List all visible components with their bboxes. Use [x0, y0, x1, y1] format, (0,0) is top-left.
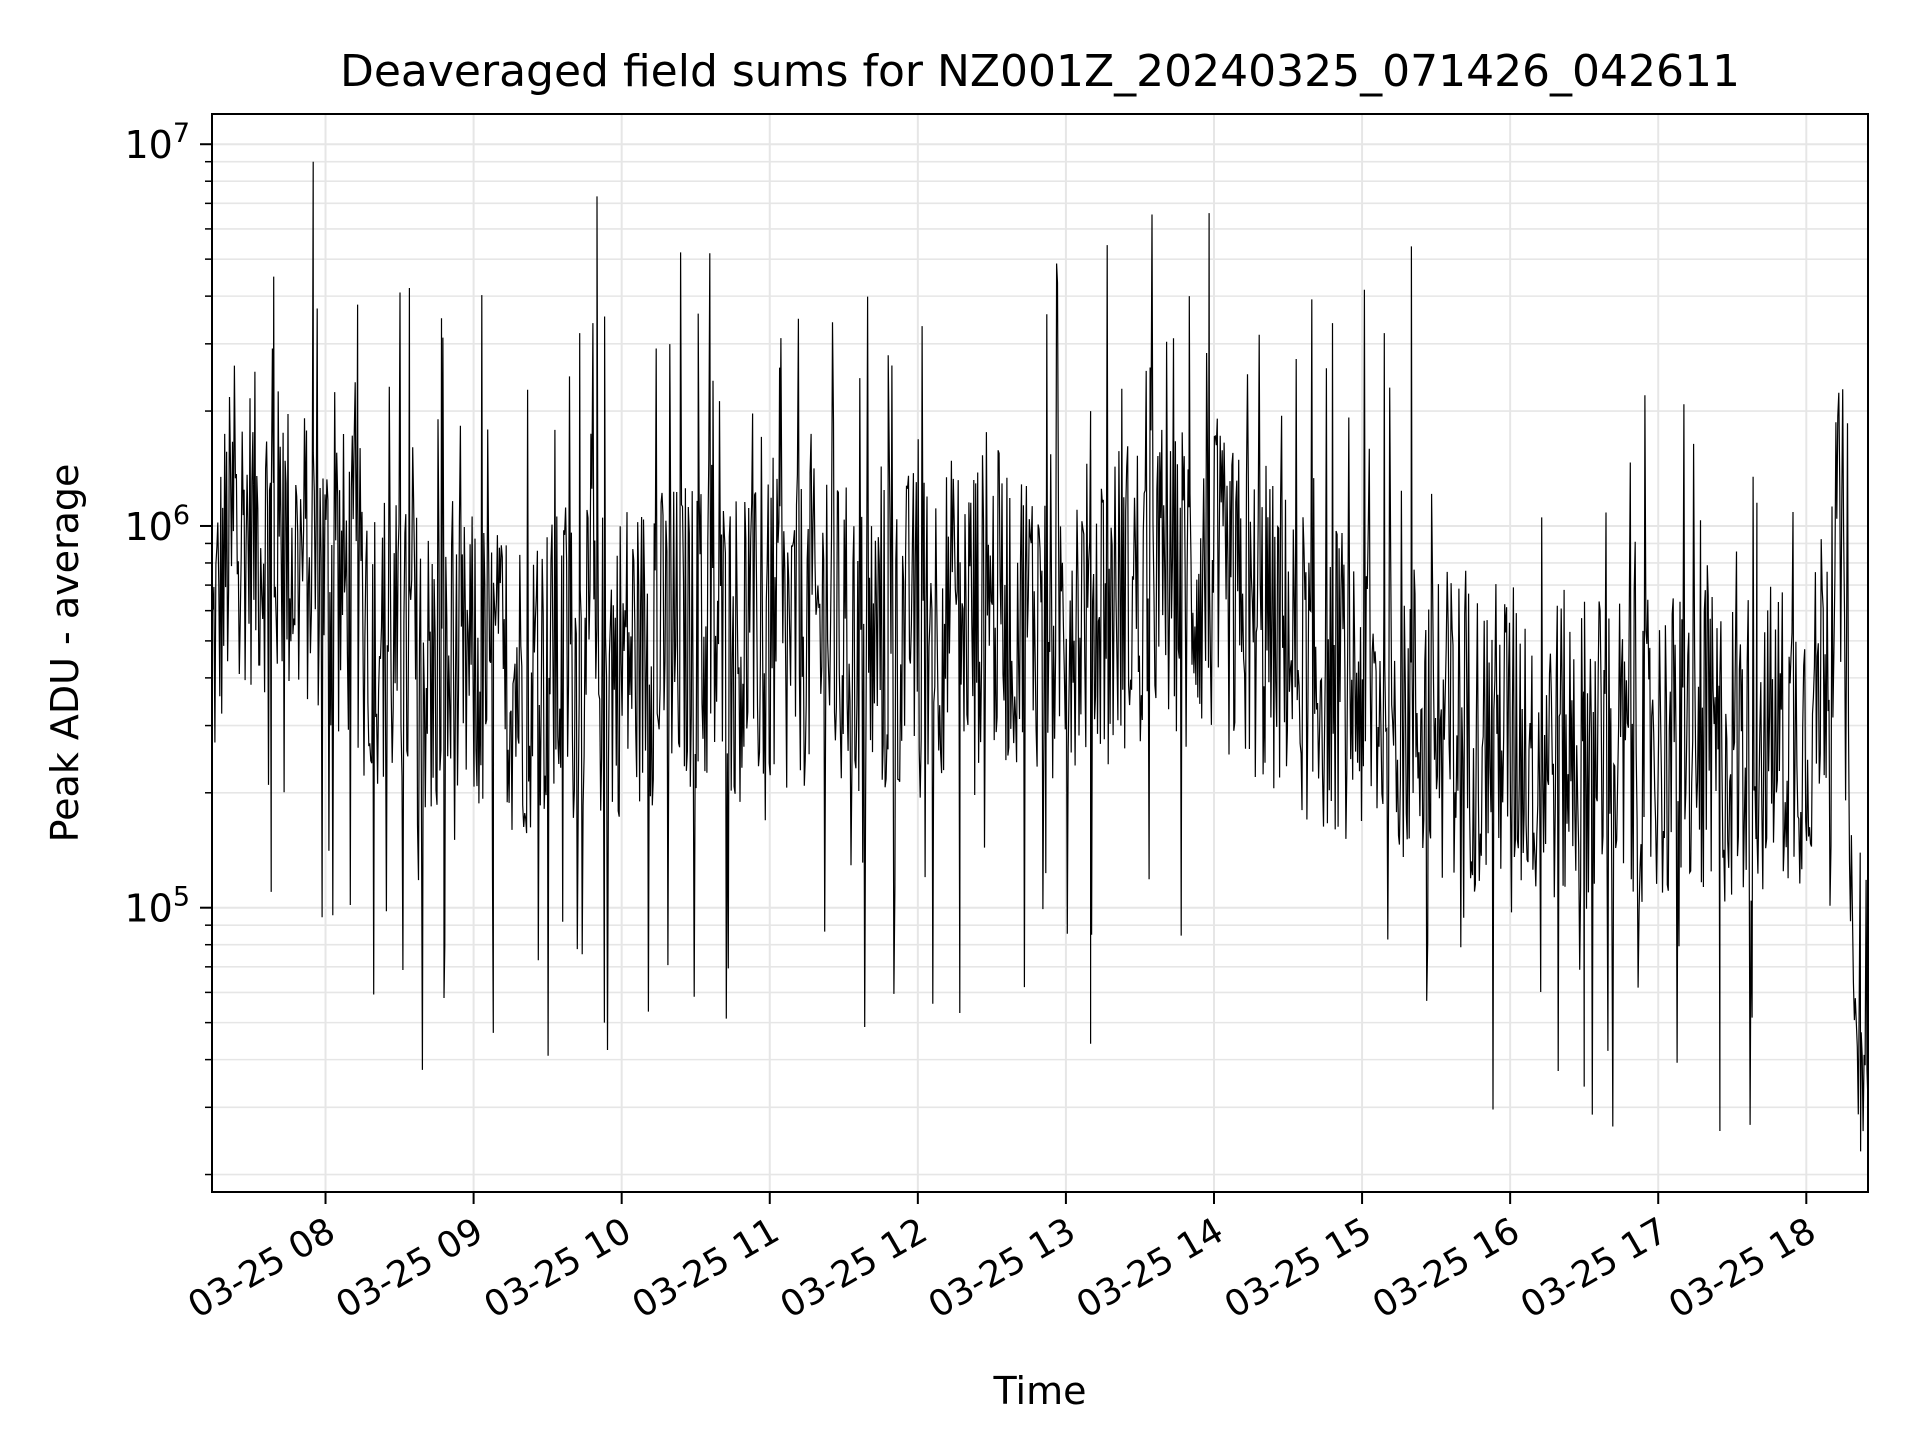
- x-tick-label: 03-25 13: [922, 1210, 1083, 1326]
- y-axis-label: Peak ADU - average: [43, 464, 87, 843]
- x-tick-label: 03-25 08: [181, 1210, 342, 1326]
- plot-frame: [211, 113, 1869, 1193]
- x-tick-label: 03-25 11: [626, 1210, 787, 1326]
- x-axis-label: Time: [993, 1369, 1087, 1413]
- x-tick-label: 03-25 12: [774, 1210, 935, 1326]
- y-tick-label: 105: [124, 882, 190, 931]
- x-tick-label: 03-25 18: [1662, 1210, 1823, 1326]
- x-tick-label: 03-25 09: [329, 1210, 490, 1326]
- chart-title: Deaveraged field sums for NZ001Z_2024032…: [340, 46, 1740, 97]
- y-tick-label: 106: [124, 500, 190, 549]
- y-axis: 105 106 107: [124, 118, 212, 1176]
- x-tick-label: 03-25 15: [1218, 1210, 1379, 1326]
- series-line: [211, 161, 1869, 1152]
- x-tick-label: 03-25 16: [1366, 1210, 1527, 1326]
- grid-lines: [212, 114, 1868, 1192]
- y-tick-label: 107: [124, 118, 190, 167]
- x-tick-label: 03-25 10: [478, 1210, 639, 1326]
- x-tick-label: 03-25 14: [1070, 1210, 1231, 1326]
- x-tick-label: 03-25 17: [1514, 1210, 1675, 1326]
- data-series: [211, 161, 1869, 1152]
